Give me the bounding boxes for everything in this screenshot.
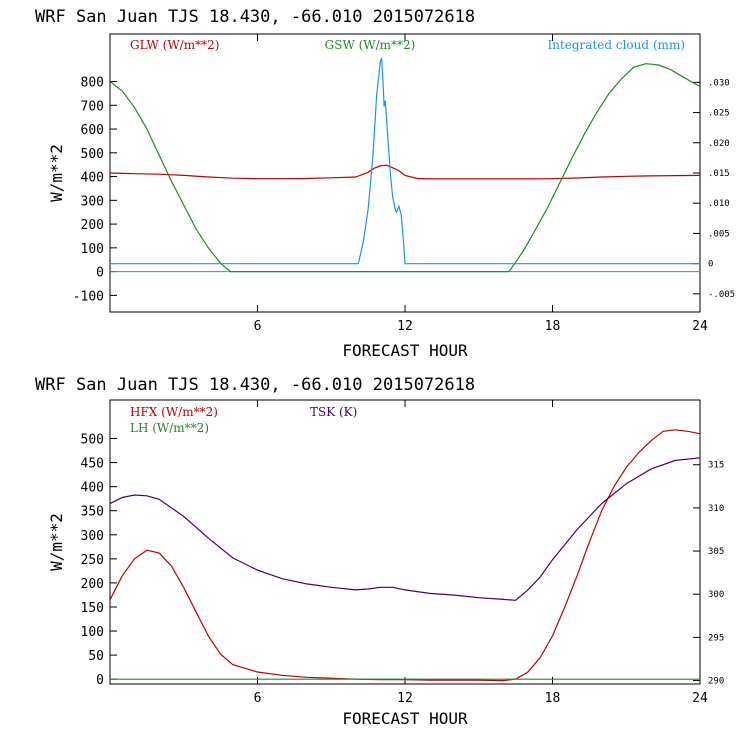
x-tick-label: 18: [545, 319, 561, 334]
y-tick-label: 600: [81, 123, 104, 138]
series-line-hfx: [109, 429, 701, 682]
y-tick-label: 100: [81, 625, 104, 640]
y2-tick-label: 290: [708, 677, 724, 687]
x-axis-label: FORECAST HOUR: [342, 709, 468, 728]
y-tick-label: 800: [81, 76, 104, 91]
y-tick-label: 500: [81, 433, 104, 448]
y-tick-label: 450: [81, 457, 104, 472]
y-tick-label: 350: [81, 505, 104, 520]
y-tick-label: 200: [81, 218, 104, 233]
legend-glw: GLW (W/m**2): [130, 38, 219, 52]
y2-tick-label: .020: [708, 139, 730, 149]
chart-1: WRF San Juan TJS 18.430, -66.010 2015072…: [35, 7, 735, 360]
y2-tick-label: .010: [708, 199, 730, 209]
x-tick-label: 18: [545, 691, 561, 706]
y-tick-label: 500: [81, 147, 104, 162]
y-tick-label: 0: [96, 266, 104, 281]
legend-hfx: HFX (W/m**2): [130, 405, 218, 419]
y2-tick-label: -.005: [708, 290, 735, 300]
y2-tick-label: 315: [708, 461, 724, 471]
series-line-glw: [109, 164, 701, 180]
chart-2: WRF San Juan TJS 18.430, -66.010 2015072…: [35, 375, 724, 728]
y2-tick-label: .025: [708, 109, 730, 119]
y-tick-label: 200: [81, 577, 104, 592]
y-tick-label: 300: [81, 529, 104, 544]
y2-tick-label: 300: [708, 590, 724, 600]
plot-frame: [109, 399, 701, 685]
y2-tick-label: 305: [708, 547, 724, 557]
y2-tick-label: 310: [708, 504, 724, 514]
chart-title: WRF San Juan TJS 18.430, -66.010 2015072…: [35, 375, 475, 395]
y2-tick-label: .005: [708, 229, 730, 239]
y-tick-label: 250: [81, 553, 104, 568]
y2-tick-label: 295: [708, 633, 724, 643]
y-tick-label: 150: [81, 601, 104, 616]
y-tick-label: 0: [96, 673, 104, 688]
legend-lh: LH (W/m**2): [130, 421, 209, 435]
legend-tsk: TSK (K): [310, 405, 357, 419]
series-line-tsk: [109, 457, 701, 601]
y2-tick-label: .030: [708, 78, 730, 88]
y2-tick-label: .015: [708, 169, 730, 179]
y-tick-label: 300: [81, 194, 104, 209]
y-axis-label: W/m**2: [47, 513, 66, 571]
x-tick-label: 6: [254, 319, 262, 334]
legend-integrated: Integrated cloud (mm): [547, 38, 685, 52]
x-axis-label: FORECAST HOUR: [342, 341, 468, 360]
y-tick-label: 700: [81, 99, 104, 114]
x-tick-label: 12: [397, 319, 413, 334]
chart-title: WRF San Juan TJS 18.430, -66.010 2015072…: [35, 7, 475, 27]
plot-frame: [109, 33, 701, 313]
y-tick-label: -100: [73, 289, 104, 304]
series-line-gsw: [109, 63, 701, 273]
series-line-integrated: [110, 57, 700, 265]
x-tick-label: 12: [397, 691, 413, 706]
x-tick-label: 6: [254, 691, 262, 706]
y-tick-label: 100: [81, 242, 104, 257]
y-tick-label: 400: [81, 171, 104, 186]
y2-tick-label: 0: [708, 260, 713, 270]
x-tick-label: 24: [692, 691, 708, 706]
y-tick-label: 400: [81, 481, 104, 496]
y-axis-label: W/m**2: [47, 144, 66, 202]
legend-gsw: GSW (W/m**2): [325, 38, 416, 52]
x-tick-label: 24: [692, 319, 708, 334]
y-tick-label: 50: [88, 649, 104, 664]
